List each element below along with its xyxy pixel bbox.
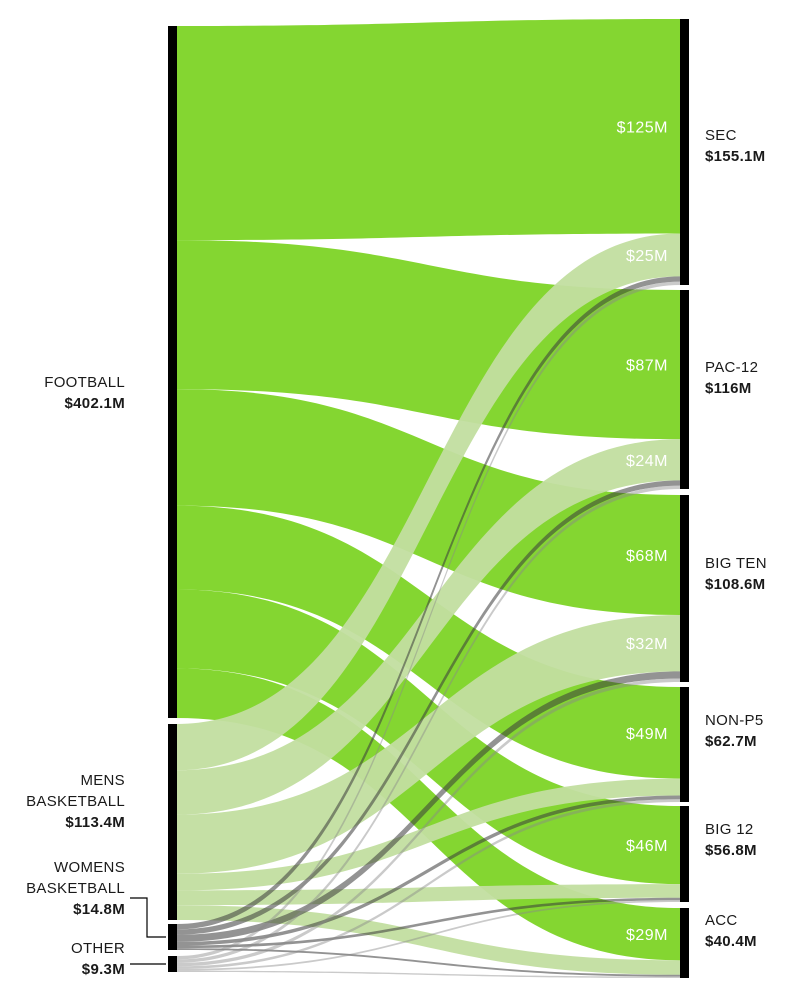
target-value-nonp5: $62.7M — [705, 733, 757, 750]
target-bar-big12 — [680, 806, 689, 902]
target-value-pac12: $116M — [705, 380, 752, 397]
flow-other-bigten — [177, 678, 680, 967]
flow-womens-acc — [177, 948, 680, 977]
flow-womens-pac12 — [177, 480, 680, 935]
flow-other-pac12 — [177, 485, 680, 963]
target-label-sec: SEC $155.1M — [705, 125, 765, 167]
flow-labels: $125M $25M $87M $24M $68M $32M $49M $46M $29M — [617, 119, 668, 944]
source-bar-other — [168, 956, 177, 972]
label-leaders — [130, 897, 166, 965]
leader-womens-basketball — [130, 897, 166, 938]
flows-layer — [177, 19, 680, 978]
source-name-womens-basketball: WOMENS BASKETBALL — [26, 859, 125, 897]
target-label-nonp5: NON-P5 $62.7M — [705, 710, 763, 752]
flow-label-football-acc: $29M — [626, 927, 668, 944]
source-value-womens-basketball: $14.8M — [73, 901, 125, 918]
target-bar-nonp5 — [680, 687, 689, 802]
target-name-big12: BIG 12 — [705, 821, 754, 838]
flow-label-football-bigten: $68M — [626, 548, 668, 565]
target-label-big12: BIG 12 $56.8M — [705, 819, 757, 861]
flow-other-acc — [177, 970, 680, 978]
source-label-mens-basketball: MENS BASKETBALL $113.4M — [10, 770, 125, 833]
source-name-football: FOOTBALL — [44, 374, 125, 391]
flow-womens-bigten — [177, 671, 680, 942]
target-bar-sec — [680, 19, 689, 285]
target-label-bigten: BIG TEN $108.6M — [705, 553, 767, 595]
target-name-pac12: PAC-12 — [705, 359, 759, 376]
source-bar-womens — [168, 924, 177, 950]
node-bars — [168, 19, 689, 978]
source-value-other: $9.3M — [81, 961, 125, 978]
flow-womens-nonp5 — [177, 795, 680, 946]
flow-label-mens-sec: $25M — [626, 248, 668, 265]
flow-label-football-sec: $125M — [617, 119, 668, 136]
source-name-other: OTHER — [71, 940, 125, 957]
source-value-football: $402.1M — [64, 395, 125, 412]
target-bar-pac12 — [680, 290, 689, 489]
flow-other-sec — [177, 281, 680, 960]
target-label-acc: ACC $40.4M — [705, 910, 757, 952]
target-bar-bigten — [680, 495, 689, 682]
flow-womens-sec — [177, 276, 680, 930]
flow-label-mens-bigten: $32M — [626, 636, 668, 653]
flow-mens-sec — [177, 233, 680, 771]
flow-other-nonp5 — [177, 799, 680, 969]
flow-other-big12 — [177, 900, 680, 971]
flow-mens-pac12 — [177, 439, 680, 815]
target-bar-acc — [680, 908, 689, 978]
target-name-bigten: BIG TEN — [705, 555, 767, 572]
target-value-big12: $56.8M — [705, 842, 757, 859]
source-label-womens-basketball: WOMENS BASKETBALL $14.8M — [10, 857, 125, 920]
flow-label-football-pac12: $87M — [626, 358, 668, 375]
flow-mens-bigten — [177, 614, 680, 874]
source-bar-football — [168, 26, 177, 718]
source-label-football: FOOTBALL $402.1M — [10, 372, 125, 414]
target-value-bigten: $108.6M — [705, 576, 766, 593]
source-name-mens-basketball: MENS BASKETBALL — [26, 772, 125, 810]
flow-mens-acc — [177, 905, 680, 975]
flow-mens-nonp5 — [177, 778, 680, 891]
target-value-sec: $155.1M — [705, 148, 766, 165]
flow-label-football-nonp5: $49M — [626, 726, 668, 743]
flow-mens-big12 — [177, 884, 680, 906]
target-label-pac12: PAC-12 $116M — [705, 357, 758, 399]
source-label-other: OTHER $9.3M — [10, 938, 125, 980]
target-name-nonp5: NON-P5 — [705, 712, 764, 729]
flow-label-mens-pac12: $24M — [626, 453, 668, 470]
target-name-acc: ACC — [705, 912, 738, 929]
source-value-mens-basketball: $113.4M — [65, 814, 125, 831]
flow-womens-big12 — [177, 897, 680, 949]
target-name-sec: SEC — [705, 127, 737, 144]
source-bar-mens — [168, 724, 177, 920]
target-value-acc: $40.4M — [705, 933, 757, 950]
flow-label-football-big12: $46M — [626, 838, 668, 855]
flow-football-sec — [177, 19, 680, 241]
